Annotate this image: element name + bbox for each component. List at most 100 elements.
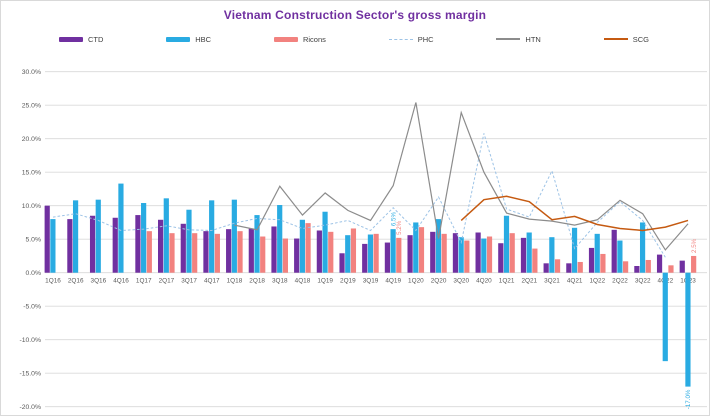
legend-item-phc[interactable]: PHC <box>388 35 434 44</box>
bar-hbc-2Q22[interactable] <box>617 240 623 273</box>
bar-ricons-3Q18[interactable] <box>282 238 288 273</box>
bar-ricons-3Q22[interactable] <box>645 259 651 273</box>
bar-hbc-1Q18[interactable] <box>231 199 237 273</box>
bar-ctd-2Q19[interactable] <box>339 253 345 273</box>
data-label-hbc-4Q19: 6.5% <box>390 212 397 227</box>
bar-hbc-1Q17[interactable] <box>141 203 147 273</box>
bar-hbc-4Q21[interactable] <box>571 227 578 273</box>
x-tick-label: 4Q19 <box>385 278 401 285</box>
bar-hbc-4Q20[interactable] <box>481 238 487 273</box>
bar-hbc-1Q20[interactable] <box>413 222 419 273</box>
bar-ctd-1Q18[interactable] <box>226 229 232 273</box>
bar-hbc-4Q16[interactable] <box>118 183 124 273</box>
legend-item-scg[interactable]: SCG <box>603 35 649 44</box>
x-tick-label: 1Q21 <box>499 278 515 285</box>
line-htn[interactable] <box>234 102 689 251</box>
bar-ctd-4Q17[interactable] <box>203 231 209 273</box>
legend-item-ctd[interactable]: CTD <box>59 35 103 44</box>
bar-hbc-3Q21[interactable] <box>549 237 555 273</box>
bar-ctd-3Q20[interactable] <box>452 233 459 273</box>
bar-ricons-4Q17[interactable] <box>214 233 220 273</box>
bar-ricons-1Q21[interactable] <box>509 233 515 273</box>
bar-hbc-3Q18[interactable] <box>277 205 283 273</box>
bar-ctd-2Q20[interactable] <box>430 231 436 273</box>
bar-ricons-2Q22[interactable] <box>623 261 629 273</box>
bar-hbc-1Q23[interactable] <box>685 272 691 387</box>
bar-ctd-1Q16[interactable] <box>44 205 50 273</box>
bar-ricons-3Q17[interactable] <box>192 233 198 273</box>
bar-hbc-3Q22[interactable] <box>639 222 646 273</box>
bar-hbc-4Q18[interactable] <box>299 219 305 273</box>
bar-ctd-3Q21[interactable] <box>543 263 549 273</box>
bar-ctd-2Q21[interactable] <box>520 237 527 273</box>
legend-marker-ricons <box>273 36 298 42</box>
bar-hbc-2Q18[interactable] <box>254 215 260 273</box>
bar-ctd-2Q18[interactable] <box>248 228 254 273</box>
bar-ricons-4Q19[interactable] <box>396 237 402 273</box>
bar-ctd-3Q16[interactable] <box>89 215 96 273</box>
bar-ricons-2Q20[interactable] <box>441 233 447 273</box>
bar-hbc-4Q17[interactable] <box>209 200 215 273</box>
bar-ctd-2Q16[interactable] <box>67 219 73 273</box>
bar-hbc-4Q19[interactable] <box>390 229 396 273</box>
bar-ctd-1Q17[interactable] <box>135 215 141 273</box>
y-tick-label: 30.0% <box>22 69 41 76</box>
bar-ctd-3Q22[interactable] <box>634 266 640 273</box>
legend-item-ricons[interactable]: Ricons <box>273 35 326 44</box>
bar-ctd-1Q19[interactable] <box>316 230 322 273</box>
legend-marker-htn <box>496 38 521 40</box>
bar-ctd-2Q22[interactable] <box>611 229 617 273</box>
bar-ricons-1Q20[interactable] <box>418 227 425 273</box>
bar-ricons-1Q17[interactable] <box>146 231 152 273</box>
bar-hbc-1Q21[interactable] <box>503 215 510 273</box>
bar-ctd-1Q23[interactable] <box>679 260 685 273</box>
bar-ricons-2Q18[interactable] <box>260 236 266 273</box>
legend-item-hbc[interactable]: HBC <box>166 35 211 44</box>
bar-ctd-2Q17[interactable] <box>158 219 164 273</box>
bar-hbc-1Q16[interactable] <box>50 219 56 273</box>
bar-ctd-3Q19[interactable] <box>362 243 368 273</box>
x-tick-label: 2Q17 <box>159 278 175 285</box>
bar-hbc-1Q19[interactable] <box>322 211 328 273</box>
bar-ricons-3Q21[interactable] <box>554 259 561 273</box>
bar-ricons-3Q20[interactable] <box>464 240 470 273</box>
bar-hbc-2Q17[interactable] <box>163 198 169 273</box>
bar-hbc-2Q21[interactable] <box>526 232 532 273</box>
bar-ctd-4Q21[interactable] <box>566 263 572 273</box>
bar-ctd-4Q18[interactable] <box>294 238 300 273</box>
bar-ricons-4Q18[interactable] <box>305 223 311 273</box>
legend-label-hbc: HBC <box>195 34 212 44</box>
bar-ricons-4Q22[interactable] <box>668 265 674 273</box>
bar-ctd-1Q22[interactable] <box>588 247 595 273</box>
bar-ricons-3Q19[interactable] <box>373 233 379 273</box>
bar-ricons-1Q19[interactable] <box>328 231 334 273</box>
bar-hbc-1Q22[interactable] <box>594 233 600 273</box>
line-scg[interactable] <box>460 195 689 232</box>
legend-item-htn[interactable]: HTN <box>496 35 541 44</box>
bar-hbc-4Q22[interactable] <box>662 272 668 362</box>
bar-ctd-4Q16[interactable] <box>112 217 118 273</box>
bar-ctd-3Q18[interactable] <box>271 226 277 273</box>
bar-hbc-3Q17[interactable] <box>186 209 192 273</box>
bar-hbc-3Q19[interactable] <box>367 234 374 273</box>
bar-ricons-1Q23[interactable] <box>691 255 697 273</box>
bar-ricons-4Q20[interactable] <box>486 236 493 273</box>
bar-hbc-3Q16[interactable] <box>95 199 101 273</box>
bar-ctd-3Q17[interactable] <box>180 223 186 273</box>
bar-hbc-2Q19[interactable] <box>345 235 351 273</box>
bar-ctd-4Q19[interactable] <box>384 242 390 273</box>
bar-ctd-1Q21[interactable] <box>498 243 504 273</box>
bar-ricons-4Q21[interactable] <box>577 261 583 273</box>
bar-ricons-1Q18[interactable] <box>237 231 243 273</box>
bar-ricons-2Q19[interactable] <box>350 228 357 273</box>
bar-ctd-1Q20[interactable] <box>407 235 413 273</box>
bar-hbc-2Q20[interactable] <box>435 219 442 273</box>
bar-hbc-2Q16[interactable] <box>72 200 79 273</box>
bar-ricons-2Q17[interactable] <box>169 233 175 273</box>
line-phc[interactable] <box>52 133 666 258</box>
bar-ricons-2Q21[interactable] <box>532 248 538 273</box>
bar-ctd-4Q20[interactable] <box>475 232 481 273</box>
bar-ctd-4Q22[interactable] <box>656 254 663 273</box>
bar-hbc-3Q20[interactable] <box>458 237 464 273</box>
bar-ricons-1Q22[interactable] <box>600 253 606 273</box>
